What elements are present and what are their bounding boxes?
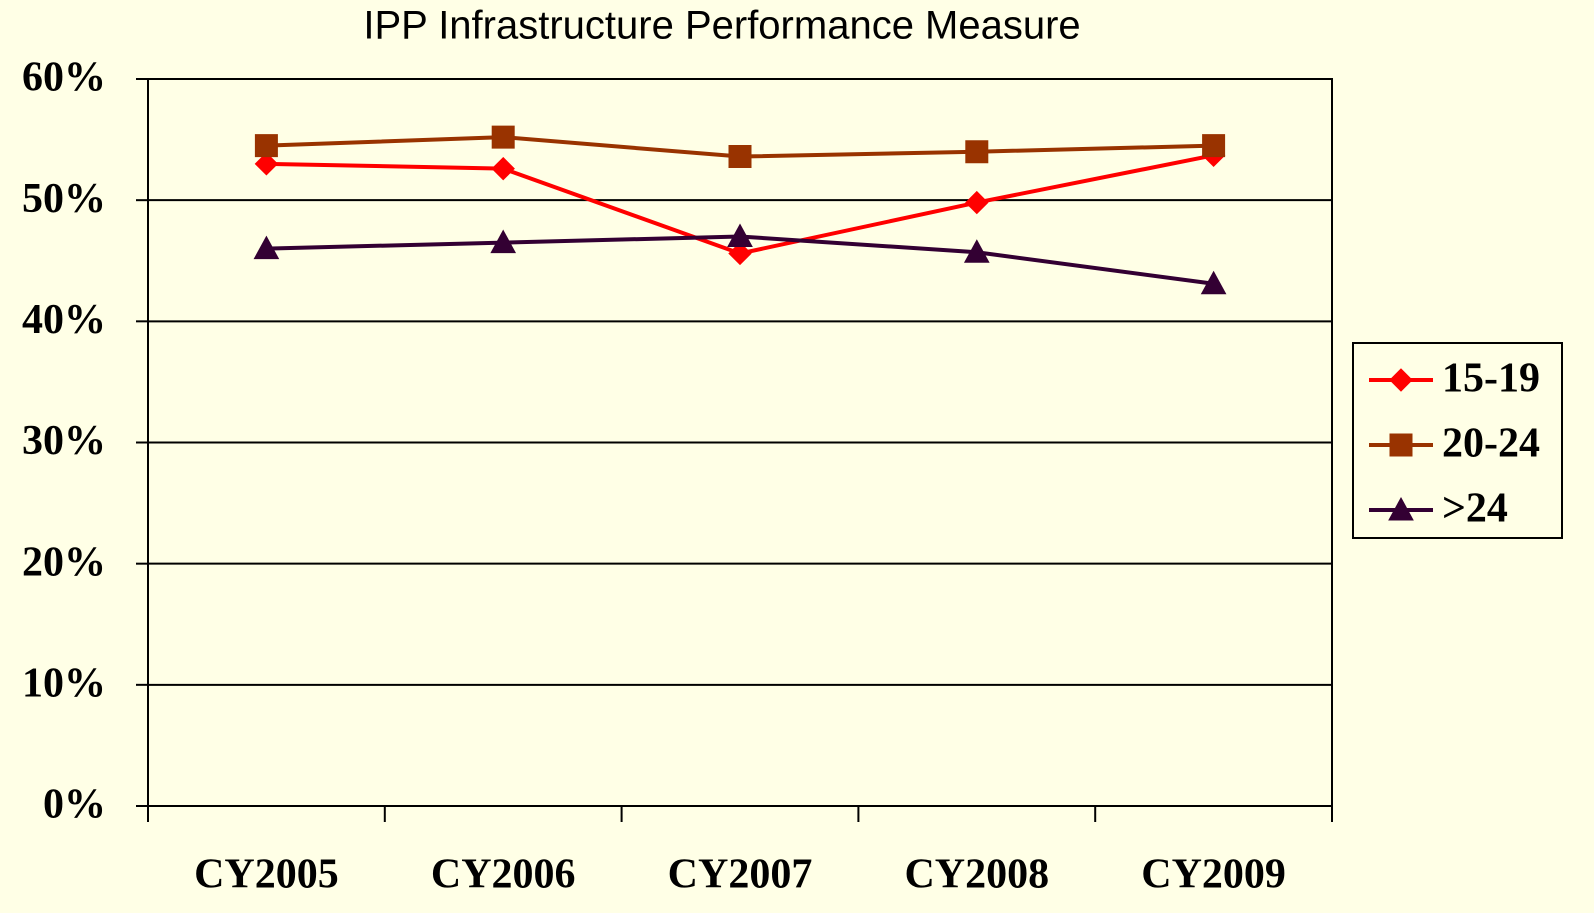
data-point xyxy=(254,152,279,176)
y-tick-label: 10% xyxy=(22,660,106,706)
x-tick-label: CY2007 xyxy=(668,852,813,898)
legend-marker xyxy=(1388,496,1414,521)
legend-label: 20-24 xyxy=(1442,421,1540,467)
x-tick-label: CY2006 xyxy=(431,852,576,898)
data-point xyxy=(490,229,517,254)
legend-box xyxy=(1352,342,1563,539)
plot-frame xyxy=(147,78,1333,807)
data-point xyxy=(963,239,990,263)
y-tick-label: 20% xyxy=(22,539,106,585)
y-tick-label: 40% xyxy=(22,297,106,343)
data-point xyxy=(254,134,278,158)
x-tick-label: CY2009 xyxy=(1141,852,1286,898)
y-tick-label: 50% xyxy=(22,176,106,222)
data-point xyxy=(491,125,515,149)
data-point xyxy=(1200,270,1227,295)
data-point xyxy=(727,223,753,248)
data-point xyxy=(1202,134,1226,158)
x-tick-label: CY2008 xyxy=(904,852,1049,898)
legend-label: >24 xyxy=(1442,486,1508,532)
data-point xyxy=(965,190,989,215)
x-tick-label: CY2005 xyxy=(194,852,339,898)
y-tick-label: 30% xyxy=(22,418,106,464)
data-point xyxy=(253,235,280,260)
chart-title: IPP Infrastructure Performance Measure xyxy=(363,4,1080,48)
data-point xyxy=(728,241,752,266)
data-point xyxy=(965,140,989,164)
legend-marker xyxy=(1389,368,1413,392)
legend-label: 15-19 xyxy=(1442,356,1540,402)
data-point xyxy=(728,145,752,169)
y-tick-label: 60% xyxy=(22,55,106,101)
legend-marker xyxy=(1389,433,1413,457)
y-tick-label: 0% xyxy=(43,782,106,828)
data-point xyxy=(491,156,515,181)
